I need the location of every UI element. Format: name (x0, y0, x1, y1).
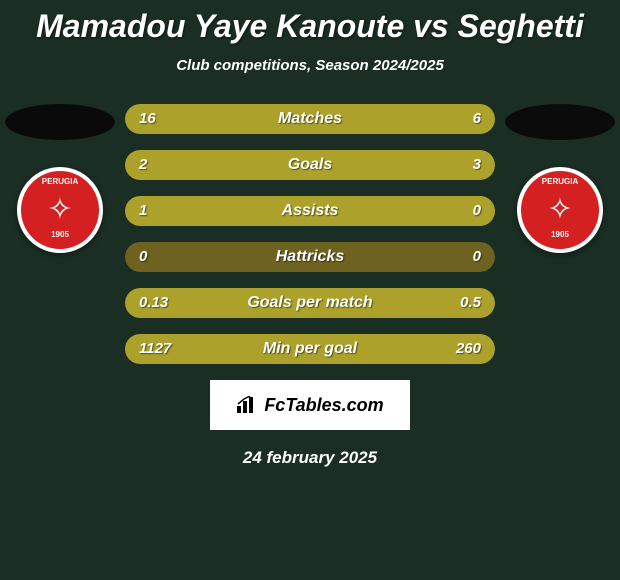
subtitle: Club competitions, Season 2024/2025 (0, 57, 620, 74)
stat-value-right: 0 (473, 196, 481, 226)
crest-text-top: PERUGIA (21, 177, 99, 186)
stat-label: Matches (125, 104, 495, 134)
stat-value-right: 6 (473, 104, 481, 134)
griffin-icon: ✧ (47, 195, 72, 225)
stat-row: 1Assists0 (125, 196, 495, 226)
comparison-panel: PERUGIA ✧ 1905 PERUGIA ✧ 1905 16Matches6… (0, 104, 620, 364)
stat-label: Assists (125, 196, 495, 226)
left-player-photo-placeholder (5, 104, 115, 140)
date-text: 24 february 2025 (0, 448, 620, 468)
crest-text-top: PERUGIA (521, 177, 599, 186)
right-player-photo-placeholder (505, 104, 615, 140)
footer-brand-text: FcTables.com (264, 395, 383, 416)
stat-value-right: 3 (473, 150, 481, 180)
stat-label: Hattricks (125, 242, 495, 272)
stat-row: 16Matches6 (125, 104, 495, 134)
stat-label: Goals (125, 150, 495, 180)
stat-value-right: 0.5 (460, 288, 481, 318)
crest-text-bottom: 1905 (21, 230, 99, 239)
stat-label: Goals per match (125, 288, 495, 318)
footer-brand: FcTables.com (210, 380, 410, 430)
stat-row: 0Hattricks0 (125, 242, 495, 272)
stat-label: Min per goal (125, 334, 495, 364)
right-club-crest: PERUGIA ✧ 1905 (510, 160, 610, 260)
stat-value-right: 260 (456, 334, 481, 364)
crest-text-bottom: 1905 (521, 230, 599, 239)
left-club-crest: PERUGIA ✧ 1905 (10, 160, 110, 260)
stat-bars: 16Matches62Goals31Assists00Hattricks00.1… (125, 104, 495, 364)
page-title: Mamadou Yaye Kanoute vs Seghetti (0, 0, 620, 45)
stat-row: 2Goals3 (125, 150, 495, 180)
stat-value-right: 0 (473, 242, 481, 272)
right-player-column: PERUGIA ✧ 1905 (500, 104, 620, 260)
griffin-icon: ✧ (547, 195, 572, 225)
left-player-column: PERUGIA ✧ 1905 (0, 104, 120, 260)
stat-row: 1127Min per goal260 (125, 334, 495, 364)
stat-row: 0.13Goals per match0.5 (125, 288, 495, 318)
bar-chart-icon (236, 396, 258, 414)
